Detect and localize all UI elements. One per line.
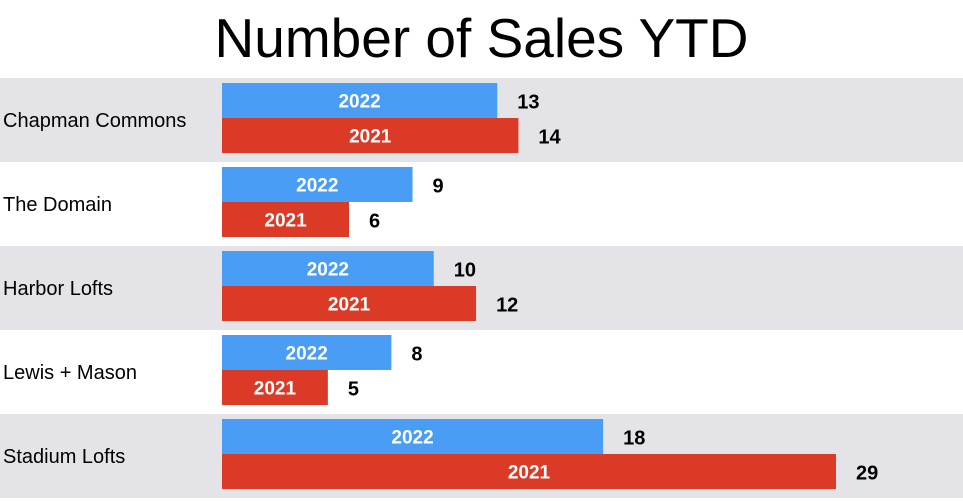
- value-label-2021-stadium-lofts: 29: [856, 463, 878, 485]
- category-label-harbor-lofts: Harbor Lofts: [3, 278, 113, 300]
- bar-series-label-2022-stadium-lofts: 2022: [391, 428, 433, 449]
- bar-series-label-2022-lewis-mason: 2022: [286, 344, 328, 365]
- value-label-2021-the-domain: 6: [369, 211, 380, 233]
- value-label-2021-harbor-lofts: 12: [496, 295, 518, 317]
- value-label-2022-stadium-lofts: 18: [623, 428, 645, 450]
- bar-2021-the-domain: [222, 202, 350, 237]
- category-label-stadium-lofts: Stadium Lofts: [3, 446, 125, 468]
- value-label-2021-chapman-commons: 14: [538, 127, 561, 149]
- bar-series-label-2021-lewis-mason: 2021: [254, 379, 297, 400]
- value-label-2022-harbor-lofts: 10: [454, 260, 476, 282]
- chart-title: Number of Sales YTD: [214, 7, 749, 69]
- bar-2021-stadium-lofts: [222, 454, 836, 489]
- bar-2022-lewis-mason: [222, 335, 392, 370]
- value-label-2022-lewis-mason: 8: [411, 344, 422, 366]
- row-band-harbor-lofts: [0, 246, 963, 330]
- category-label-the-domain: The Domain: [3, 194, 112, 216]
- value-label-2022-chapman-commons: 13: [517, 92, 539, 114]
- value-label-2022-the-domain: 9: [433, 176, 444, 198]
- bar-series-label-2022-chapman-commons: 2022: [338, 92, 380, 113]
- category-label-chapman-commons: Chapman Commons: [3, 110, 186, 132]
- bar-2021-harbor-lofts: [222, 286, 477, 321]
- bar-series-label-2022-the-domain: 2022: [296, 176, 338, 197]
- bar-series-label-2022-harbor-lofts: 2022: [307, 260, 349, 281]
- bar-series-label-2021-harbor-lofts: 2021: [328, 295, 371, 316]
- bar-2022-stadium-lofts: [222, 419, 604, 454]
- bar-2022-the-domain: [222, 167, 413, 202]
- row-band-the-domain: [0, 162, 963, 246]
- row-band-lewis-mason: [0, 330, 963, 414]
- bar-2021-lewis-mason: [222, 370, 328, 405]
- bar-2021-chapman-commons: [222, 118, 519, 153]
- bar-series-label-2021-stadium-lofts: 2021: [508, 463, 551, 484]
- bar-series-label-2021-chapman-commons: 2021: [349, 127, 392, 148]
- bar-2022-chapman-commons: [222, 83, 498, 118]
- bar-2022-harbor-lofts: [222, 251, 434, 286]
- bars: [222, 83, 836, 489]
- value-label-2021-lewis-mason: 5: [348, 379, 359, 401]
- bar-series-label-2021-the-domain: 2021: [264, 211, 307, 232]
- labels: Chapman Commons 2022 13 2021 14 The Domain 202…: [3, 92, 878, 485]
- category-label-lewis-mason: Lewis + Mason: [3, 362, 137, 384]
